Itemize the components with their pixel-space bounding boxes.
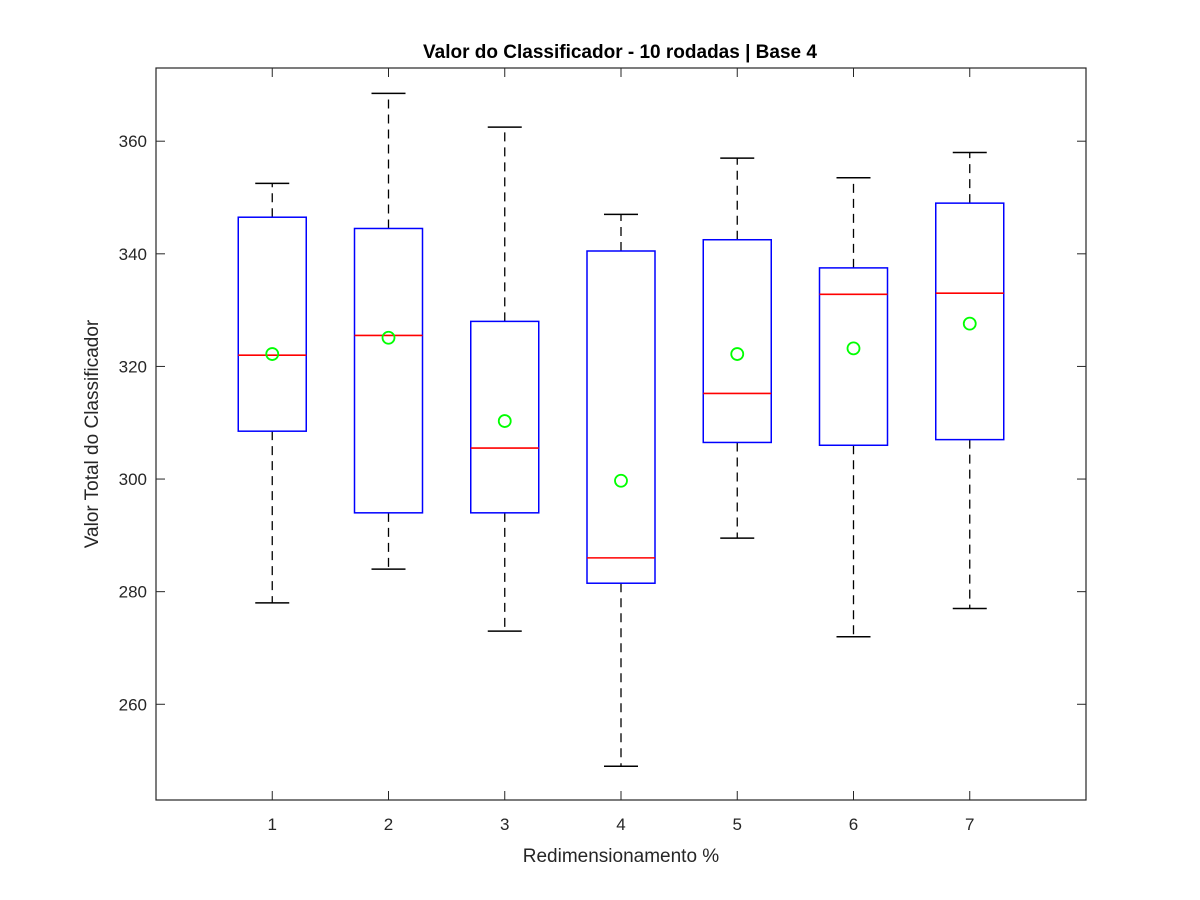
- box-iqr: [586, 250, 656, 584]
- x-axis-label: Redimensionamento %: [523, 846, 720, 867]
- box-iqr: [935, 202, 1005, 441]
- x-tick-label: 1: [268, 815, 277, 834]
- mean-marker: [962, 316, 977, 331]
- mean-marker: [846, 341, 861, 356]
- mean-marker: [614, 473, 628, 488]
- y-tick-label: 320: [119, 357, 147, 376]
- plot-area: 260 280 300 320 340 360 1 2 3 4 5 6 7: [119, 68, 1086, 834]
- y-tick-label: 280: [119, 583, 147, 602]
- y-tick-label: 260: [119, 695, 147, 714]
- chart-title: Valor do Classificador - 10 rodadas | Ba…: [423, 42, 817, 63]
- axes-frame: [155, 67, 1087, 801]
- x-tick-label: 5: [733, 815, 742, 834]
- mean-marker: [730, 347, 745, 361]
- box-iqr: [237, 216, 307, 432]
- x-tick-label: 4: [616, 815, 625, 834]
- y-axis-label: Valor Total do Classificador: [82, 319, 103, 548]
- x-tick-label: 3: [500, 815, 509, 834]
- box-iqr: [470, 320, 540, 514]
- y-tick-label: 300: [119, 470, 147, 489]
- box-iqr: [818, 267, 889, 447]
- mean-marker: [265, 347, 280, 361]
- x-tick-label: 7: [965, 815, 974, 834]
- y-tick-label: 340: [119, 245, 147, 264]
- box-iqr: [353, 227, 424, 514]
- mean-marker: [497, 414, 512, 428]
- x-tick-label: 6: [849, 815, 858, 834]
- y-tick-label: 360: [119, 132, 147, 151]
- box-iqr: [702, 238, 772, 444]
- x-tick-label: 2: [384, 815, 393, 834]
- mean-marker: [381, 330, 396, 345]
